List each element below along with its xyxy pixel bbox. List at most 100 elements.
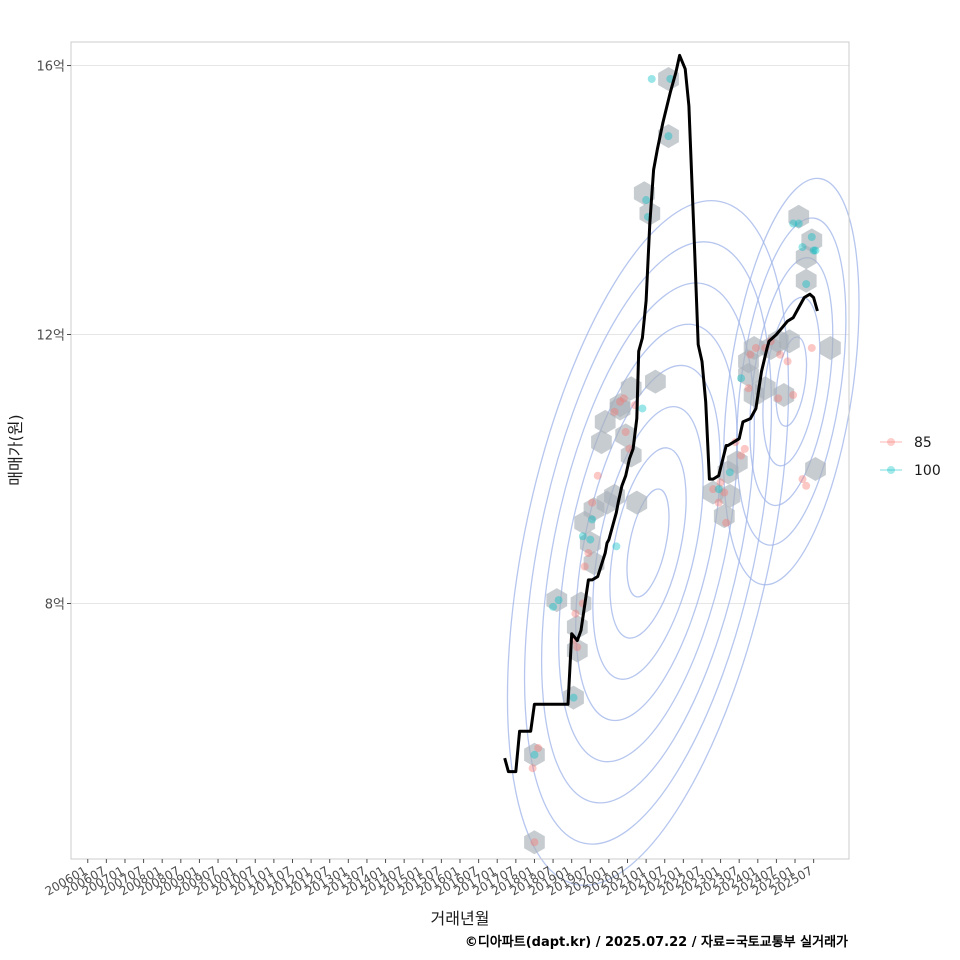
- point-85: [528, 764, 537, 773]
- legend-key-dot-100: [887, 466, 895, 474]
- point-100: [737, 374, 746, 383]
- hexbin-layer: [524, 67, 841, 855]
- point-85: [746, 350, 755, 359]
- hexbin-cell: [591, 430, 612, 455]
- point-85: [716, 478, 725, 487]
- point-85: [616, 397, 625, 406]
- hexbin-cell: [609, 393, 631, 418]
- point-100: [714, 485, 723, 494]
- point-85: [722, 518, 731, 527]
- point-100: [612, 542, 621, 551]
- point-100: [811, 246, 820, 255]
- point-85: [571, 609, 580, 618]
- point-85: [621, 428, 630, 437]
- point-85: [610, 407, 619, 416]
- point-85: [798, 475, 807, 484]
- density-contour: [506, 199, 790, 886]
- density-contour: [609, 447, 687, 639]
- hexbin-cell: [633, 181, 655, 206]
- hexbin-cell: [795, 268, 817, 293]
- hexbin-cell: [805, 457, 826, 481]
- y-tick-label: 12억: [36, 329, 65, 344]
- point-85: [534, 744, 543, 753]
- point-100: [638, 404, 647, 413]
- hexbin-cell: [626, 490, 648, 515]
- y-tick-label: 8억: [45, 597, 65, 612]
- hexbin-cell: [658, 124, 679, 149]
- density-contour: [626, 488, 670, 598]
- legend-key-dot-85: [887, 438, 895, 446]
- point-85: [588, 498, 597, 507]
- point-85: [744, 384, 753, 393]
- legend: 85 100: [880, 435, 941, 479]
- point-85: [714, 498, 723, 507]
- legend-label-85: 85: [914, 435, 932, 451]
- panel-background: [71, 42, 849, 859]
- point-100: [569, 693, 578, 702]
- point-85: [783, 357, 792, 366]
- point-85: [774, 394, 783, 403]
- point-100: [554, 596, 563, 605]
- point-100: [802, 280, 811, 289]
- point-100: [578, 532, 587, 541]
- y-axis-title: 매매가(원): [6, 414, 25, 485]
- point-85: [807, 343, 816, 352]
- point-85: [776, 350, 785, 359]
- point-85: [584, 549, 593, 558]
- point-85: [737, 451, 746, 460]
- hexbin-cell: [645, 369, 666, 394]
- point-85: [573, 643, 582, 652]
- point-100: [809, 246, 818, 255]
- point-100: [798, 243, 807, 252]
- point-100: [588, 515, 597, 524]
- y-axis: 8억 12억 16억: [36, 60, 71, 612]
- point-100: [807, 233, 816, 242]
- point-85: [593, 471, 602, 480]
- point-85: [709, 485, 718, 494]
- point-100: [725, 468, 734, 477]
- hexbin-cell: [524, 742, 545, 767]
- hexbin-cell: [743, 336, 765, 360]
- point-100: [530, 750, 539, 759]
- density-contours: [506, 177, 860, 886]
- point-85: [580, 562, 589, 571]
- hexbin-cell: [801, 228, 823, 253]
- hexbin-cell: [719, 483, 741, 508]
- hexbin-cell: [524, 830, 545, 855]
- price-line: [503, 53, 819, 774]
- point-100: [549, 602, 558, 611]
- hexbin-cell: [726, 450, 748, 475]
- point-85: [619, 394, 628, 403]
- point-85: [789, 391, 798, 400]
- density-contour: [722, 177, 860, 586]
- point-100: [664, 132, 673, 141]
- hexbin-cell: [594, 409, 616, 434]
- point-100: [586, 535, 595, 544]
- hexbin-cell: [820, 336, 841, 360]
- point-85: [751, 343, 760, 352]
- hexbin-cell: [546, 588, 568, 613]
- gridlines: [71, 65, 849, 604]
- hexbin-cell: [579, 531, 601, 555]
- caption: ©디아파트(dapt.kr) / 2025.07.22 / 자료=국토교통부 실…: [465, 934, 848, 950]
- point-100: [794, 219, 803, 228]
- point-85: [740, 444, 749, 453]
- hexbin-cell: [713, 504, 735, 529]
- point-85: [802, 481, 811, 490]
- hexbin-cell: [615, 423, 636, 448]
- point-100: [647, 74, 656, 83]
- point-100: [789, 219, 798, 228]
- hexbin-cell: [773, 383, 795, 407]
- legend-label-100: 100: [914, 463, 941, 479]
- x-axis-title: 거래년월: [431, 909, 490, 928]
- point-85: [720, 488, 729, 497]
- point-100: [642, 196, 651, 205]
- x-axis: 2006012006072007012007072008012008072009…: [43, 859, 815, 899]
- hexbin-cell: [702, 480, 724, 505]
- hexbin-cell: [788, 204, 810, 229]
- density-contour: [558, 323, 738, 763]
- density-contour: [523, 241, 773, 845]
- point-85: [530, 838, 539, 847]
- hexbin-cell: [779, 329, 800, 354]
